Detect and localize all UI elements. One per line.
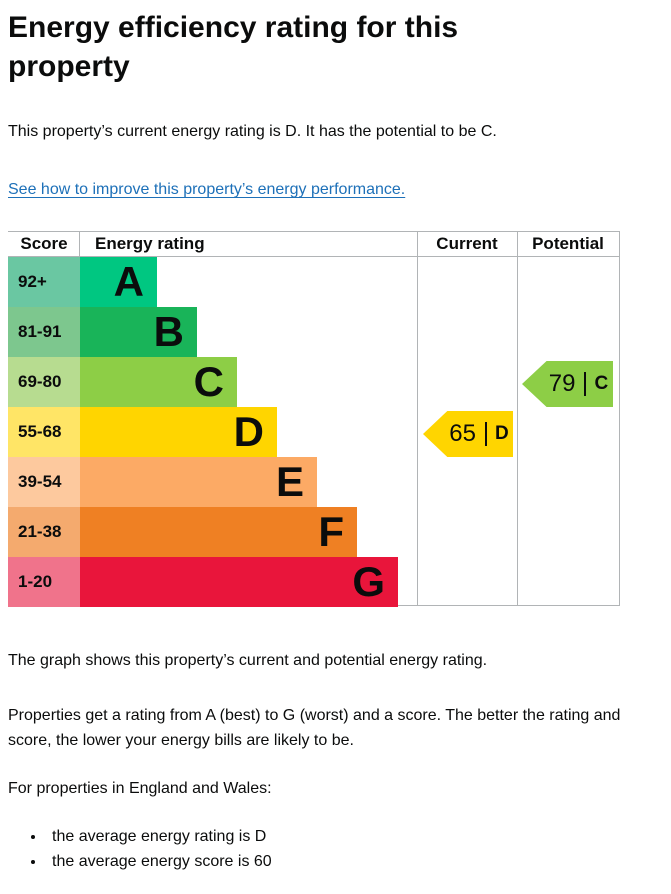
band-letter-c: C: [193, 358, 224, 405]
potential-band-letter: C: [594, 373, 609, 394]
band-bar-a: A: [80, 257, 157, 307]
current-band-letter: D: [494, 423, 509, 444]
header-current: Current: [436, 234, 498, 253]
band-row-g: 1-20 G: [8, 557, 620, 607]
average-rating-item: the average energy rating is D: [46, 824, 663, 849]
intro-text: This property’s current energy rating is…: [8, 123, 497, 140]
averages-list: the average energy rating is D the avera…: [8, 824, 663, 874]
energy-rating-chart: Score Energy rating Current Potential 92…: [8, 231, 620, 607]
band-letter-b: B: [153, 308, 184, 355]
graph-caption: The graph shows this property’s current …: [8, 652, 488, 669]
band-letter-a: A: [113, 258, 144, 305]
pointer-divider-icon: [484, 422, 487, 446]
band-row-f: 21-38 F: [8, 507, 620, 557]
current-score: 65: [449, 420, 476, 447]
band-score-range-c: 69-80: [8, 357, 80, 407]
band-letter-g: G: [352, 558, 385, 605]
band-row-a: 92+ A: [8, 257, 620, 307]
band-score-range-f: 21-38: [8, 507, 80, 557]
chart-right-border: [619, 232, 620, 605]
improve-performance-link[interactable]: See how to improve this property’s energ…: [8, 181, 406, 198]
band-row-e: 39-54 E: [8, 457, 620, 507]
band-row-b: 81-91 B: [8, 307, 620, 357]
header-energy-rating: Energy rating: [95, 234, 205, 253]
improve-link-wrap: See how to improve this property’s energ…: [8, 181, 663, 199]
header-score: Score: [20, 234, 68, 253]
column-divider-score: [79, 232, 80, 257]
average-score-item: the average energy score is 60: [46, 849, 663, 874]
header-potential: Potential: [532, 234, 604, 253]
column-divider-potential: [517, 232, 518, 605]
band-letter-d: D: [233, 408, 264, 455]
averages-intro: For properties in England and Wales:: [8, 780, 272, 797]
band-score-range-e: 39-54: [8, 457, 80, 507]
page-title: Energy efficiency rating for this proper…: [8, 11, 459, 83]
current-rating-pointer: 65 D: [423, 411, 513, 457]
column-divider-current: [417, 232, 418, 605]
band-row-d: 55-68 D: [8, 407, 620, 457]
band-score-range-b: 81-91: [8, 307, 80, 357]
band-score-range-a: 92+: [8, 257, 80, 307]
band-letter-e: E: [275, 458, 304, 505]
band-score-range-d: 55-68: [8, 407, 80, 457]
band-bar-d: D: [80, 407, 277, 457]
potential-score: 79: [548, 370, 576, 397]
band-bar-e: E: [80, 457, 317, 507]
band-bar-f: F: [80, 507, 357, 557]
band-letter-f: F: [318, 508, 344, 555]
band-bar-g: G: [80, 557, 398, 607]
rating-explanation: Properties get a rating from A (best) to…: [8, 707, 621, 749]
pointer-divider-icon: [584, 372, 587, 396]
band-score-range-g: 1-20: [8, 557, 80, 607]
band-bar-b: B: [80, 307, 197, 357]
band-bar-c: C: [80, 357, 237, 407]
band-row-c: 69-80 C: [8, 357, 620, 407]
chart-header-row: Score Energy rating Current Potential: [8, 232, 620, 257]
